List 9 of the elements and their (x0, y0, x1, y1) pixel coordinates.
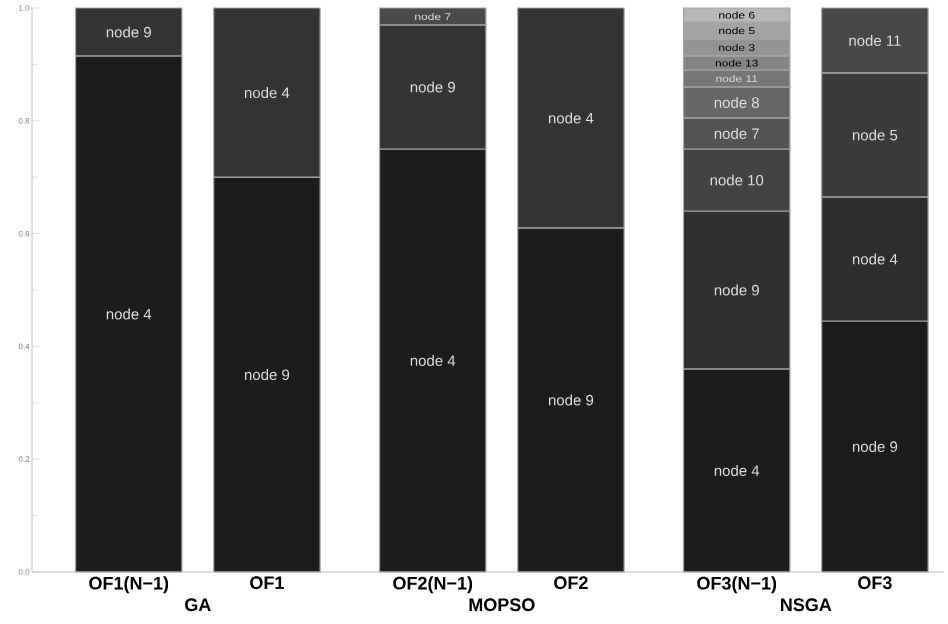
text: MOPSO (469, 598, 535, 612)
x-tick-label: OF3 (858, 576, 892, 590)
text: NSGA (781, 598, 832, 612)
x-tick-label: OF1(N−1) (89, 576, 169, 594)
x-tick-label: OF2(N−1) (393, 576, 473, 594)
x-tick-label: OF2 (554, 576, 588, 590)
x-tick-label: OF1 (250, 576, 284, 590)
text: GA (185, 598, 211, 612)
x-tick-label: OF3(N−1) (697, 576, 777, 594)
